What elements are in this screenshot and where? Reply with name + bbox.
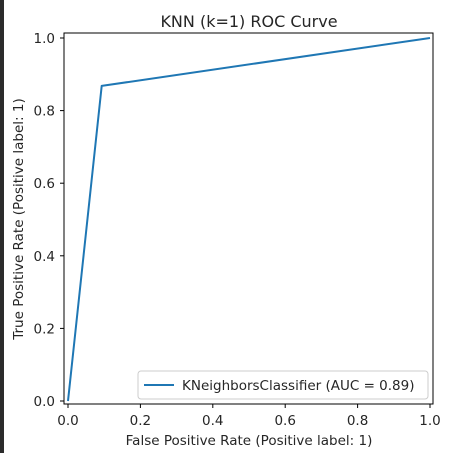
x-tick-label: 0.6	[274, 413, 295, 429]
x-tick-label: 0.2	[130, 413, 151, 429]
x-axis-ticks: 0.0 0.2 0.4 0.6 0.8 1.0	[57, 404, 441, 429]
legend-box	[137, 370, 429, 400]
x-tick-label: 1.0	[419, 413, 440, 429]
y-axis-label: True Positive Rate (Positive label: 1)	[11, 98, 27, 341]
x-tick-label: 0.4	[202, 413, 223, 429]
roc-curve-line	[67, 37, 431, 402]
chart-title: KNN (k=1) ROC Curve	[160, 12, 337, 31]
x-axis-label: False Positive Rate (Positive label: 1)	[126, 433, 373, 449]
x-tick-label: 0.8	[347, 413, 368, 429]
y-tick-label: 0.6	[34, 176, 55, 192]
legend: KNeighborsClassifier (AUC = 0.89)	[137, 370, 429, 400]
y-tick-label: 1.0	[34, 31, 55, 47]
legend-label: KNeighborsClassifier (AUC = 0.89)	[182, 378, 415, 394]
plot-frame	[63, 32, 434, 405]
y-axis-ticks: 0.0 0.2 0.4 0.6 0.8 1.0	[34, 31, 64, 410]
x-tick-label: 0.0	[57, 413, 78, 429]
y-tick-label: 0.0	[34, 394, 55, 410]
y-tick-label: 0.2	[34, 321, 55, 337]
series-layer	[67, 37, 431, 402]
y-tick-label: 0.8	[34, 104, 55, 120]
window-edge	[0, 0, 4, 453]
y-tick-label: 0.4	[34, 249, 55, 265]
